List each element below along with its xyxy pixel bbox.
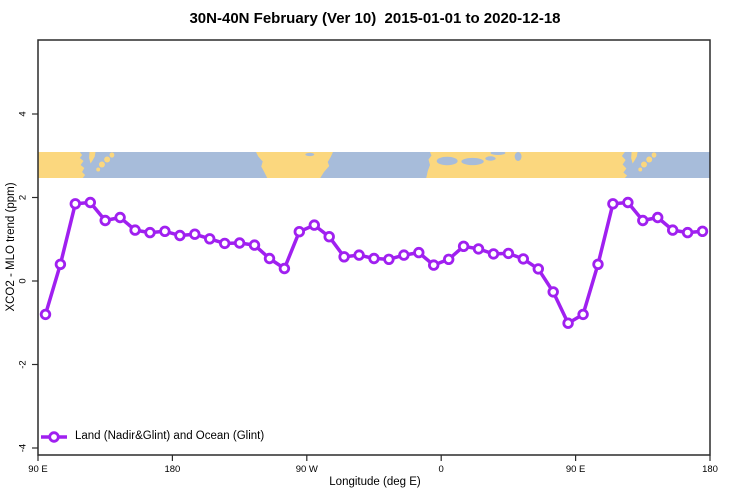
data-point-marker [681,226,694,239]
data-point-marker [502,247,515,260]
inland-seas [305,152,522,166]
mediterranean-east [461,157,484,166]
data-point-marker [353,249,365,261]
data-point-marker [398,249,410,261]
data-point-marker [99,214,111,227]
data-point-marker [233,237,246,249]
data-point-marker [487,248,500,260]
data-point-marker [144,226,156,239]
data-point-marker [637,214,649,227]
y-tick-label: 2 [18,195,29,200]
data-point-marker [174,229,186,242]
data-point-marker [562,317,574,329]
data-point-marker [592,258,604,271]
data-point-marker [443,253,455,265]
legend-marker-sample [48,431,60,443]
y-tick-label: 4 [18,111,29,116]
black-sea [490,152,506,155]
data-point-marker [293,225,306,238]
data-point-marker [577,308,589,321]
data-point-marker [622,196,634,209]
y-tick-label: -2 [18,360,29,368]
data-point-marker [54,258,67,271]
data-point-marker [652,211,664,224]
data-point-marker [159,225,171,238]
north-america-land [256,152,333,178]
data-point-marker [457,240,470,253]
x-tick-label: 90 E [28,464,48,475]
x-tick-label: 0 [439,464,444,475]
data-point-marker [368,252,380,265]
world-map-band [38,152,710,178]
data-point-marker [129,224,141,236]
data-series [39,196,709,329]
data-point-marker [323,230,335,243]
africa-eurasia-land [426,152,628,178]
data-point-marker [667,224,679,236]
korea-peninsula [89,152,96,164]
axis-ticks: 90 E 180 90 W 0 90 E 180 -4 -2 0 2 4 [18,111,718,475]
aegean-sea [485,156,496,161]
x-tick-label: 90 E [566,464,586,475]
y-tick-label: -4 [18,444,29,452]
data-point-marker [547,286,559,298]
great-lakes [305,152,315,157]
data-point-marker [383,253,395,265]
data-point-marker [39,308,52,321]
data-point-marker [69,198,82,210]
y-tick-label: 0 [18,278,29,283]
x-tick-label: 180 [702,464,718,475]
data-point-marker [84,196,97,209]
x-axis-title: Longitude (deg E) [329,476,421,488]
asia-land [38,152,86,178]
data-point-marker [517,253,530,265]
korea-peninsula-repeat [631,152,638,164]
data-point-marker [532,263,545,275]
data-point-marker [308,219,321,231]
data-point-marker [248,239,261,251]
data-point-marker [203,233,216,245]
mediterranean-west [436,156,458,166]
legend-label: Land (Nadir&Glint) and Ocean (Glint) [75,430,265,442]
japan-islands-repeat [638,152,657,172]
data-point-marker [413,246,425,259]
y-axis-title: XCO2 - MLO trend (ppm) [5,182,17,312]
data-point-marker [696,225,709,238]
caspian-sea [514,152,522,161]
data-point-marker [278,262,291,275]
data-point-marker [428,259,440,271]
data-point-marker [472,243,485,255]
data-point-marker [189,228,201,240]
x-tick-label: 90 W [296,464,318,475]
japan-islands [96,152,115,172]
data-point-marker [607,198,619,210]
plot-border [37,39,711,456]
x-tick-label: 180 [164,464,180,475]
chart-title: 30N-40N February (Ver 10) 2015-01-01 to … [189,10,561,27]
data-point-marker [218,237,231,250]
data-point-marker [114,211,126,224]
legend-key [41,431,67,443]
data-point-marker [338,251,350,263]
data-point-marker [263,252,276,265]
